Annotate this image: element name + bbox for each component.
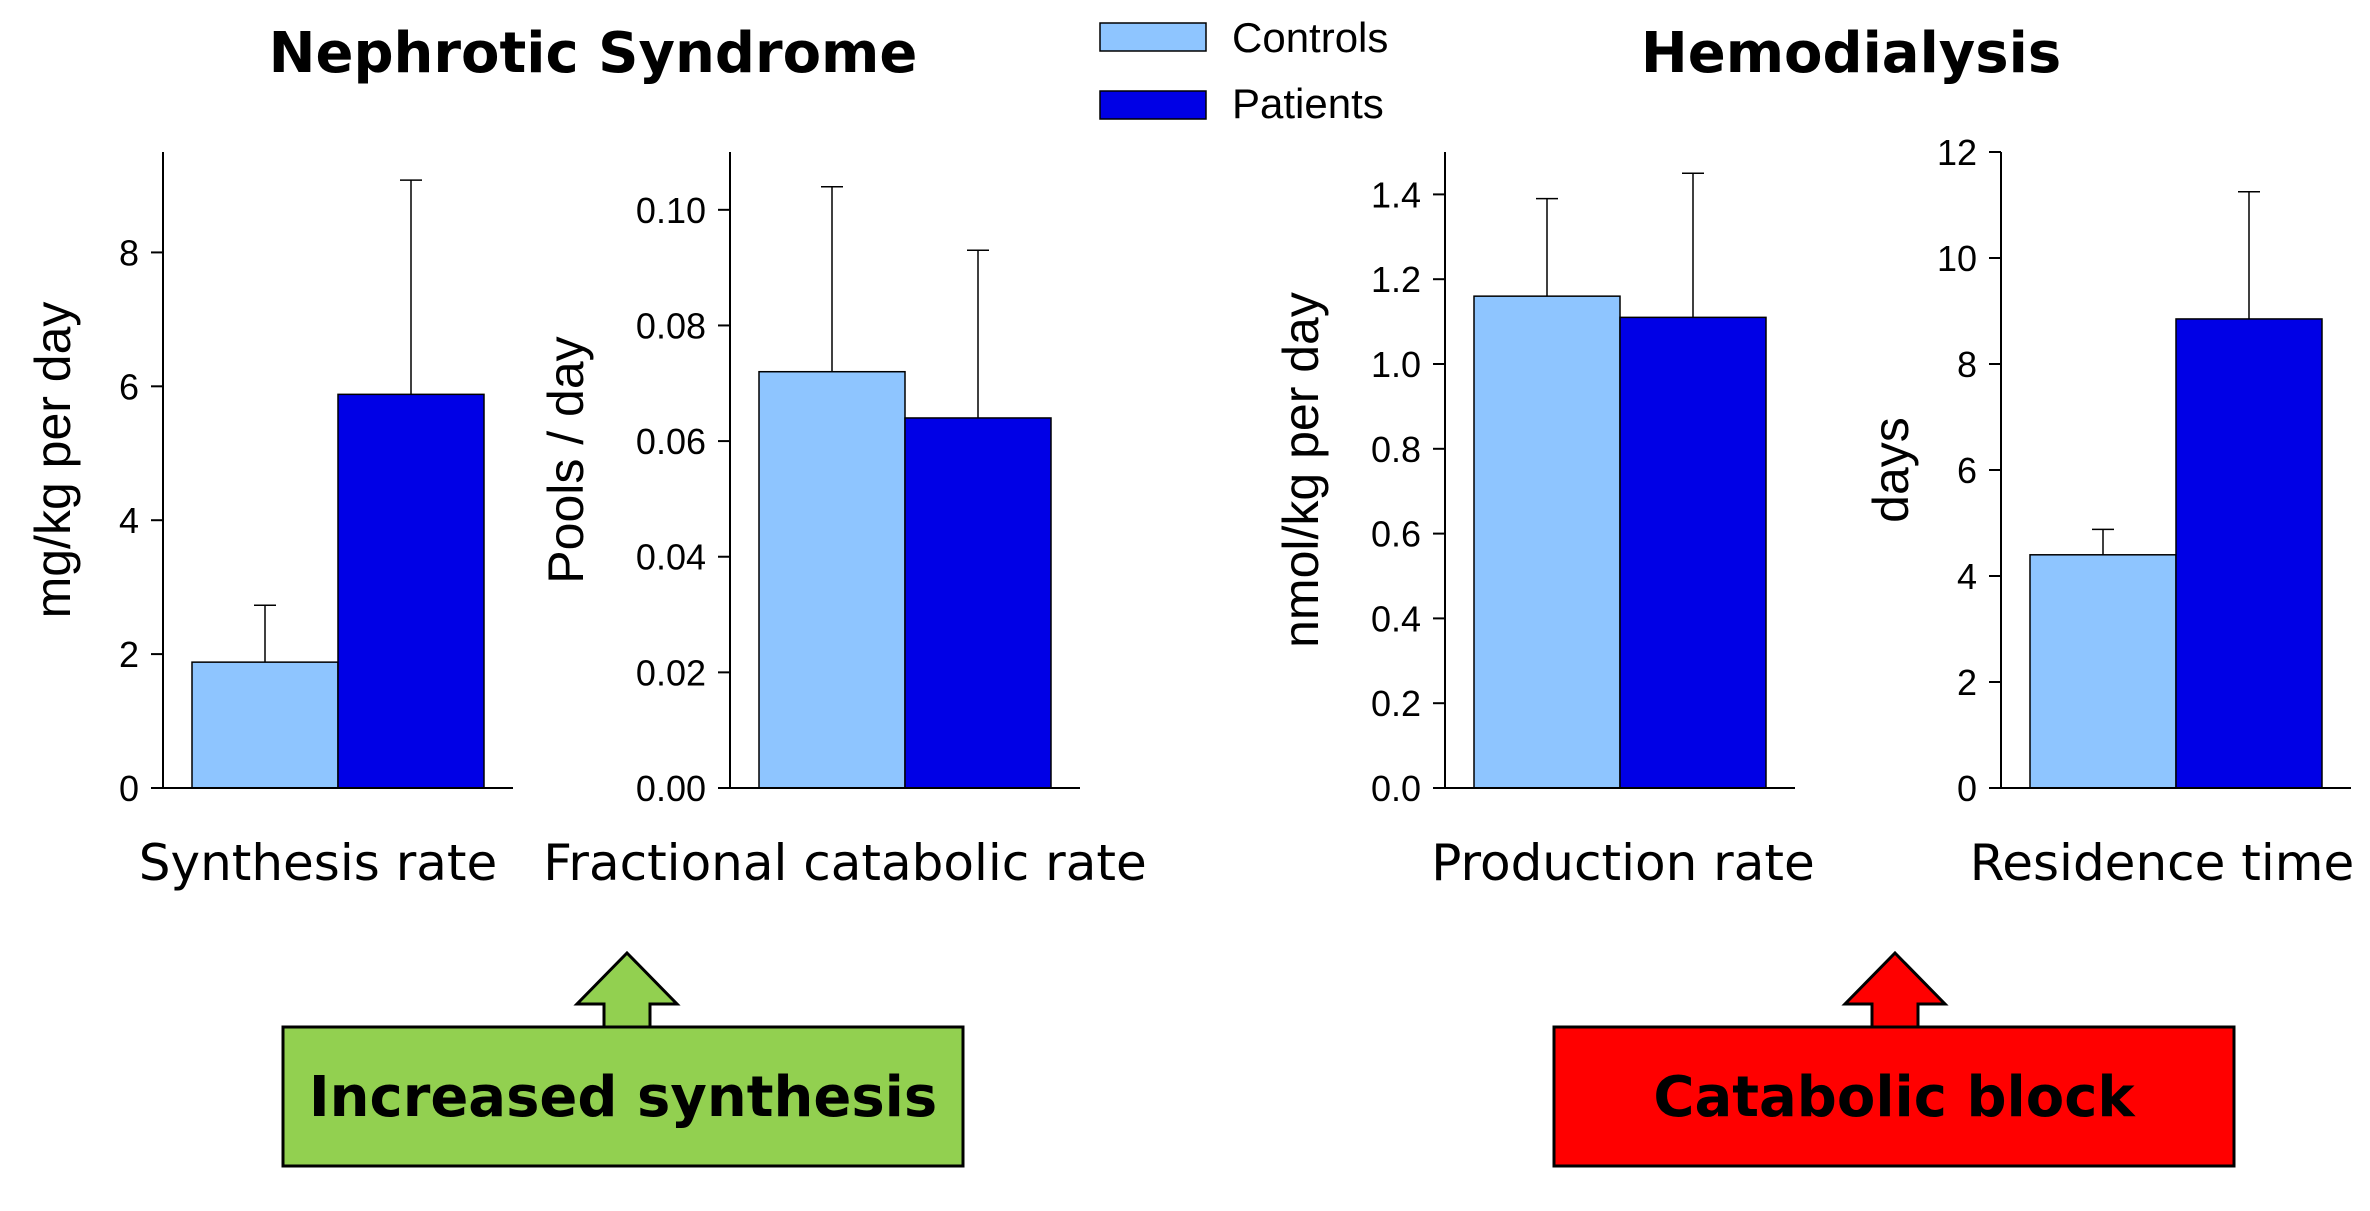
y-axis-label: Pools / day [538,336,594,583]
y-tick-label: 6 [119,366,139,407]
y-tick-label: 4 [1957,556,1977,597]
y-axis-label: mg/kg per day [25,302,81,619]
y-tick-label: 0.4 [1371,598,1421,639]
y-tick-label: 0.04 [636,537,706,578]
y-tick-label: 0 [119,768,139,809]
bar-controls [758,370,906,789]
y-tick-label: 1.0 [1371,344,1421,385]
y-tick-label: 0.00 [636,768,706,809]
x-axis-label: Synthesis rate [139,834,498,892]
bar-patients [904,417,1052,789]
y-tick-label: 6 [1957,450,1977,491]
y-tick-label: 8 [119,232,139,273]
x-axis-label: Residence time [1970,834,2355,892]
increased-synthesis-label: Increased synthesis [309,1065,937,1130]
bar-controls [191,661,339,789]
y-tick-label: 1.2 [1371,259,1421,300]
catabolic-block-box [1552,1025,2236,1168]
y-tick-label: 0.08 [636,305,706,346]
bar-patients [1619,316,1767,789]
y-tick-label: 2 [1957,662,1977,703]
y-tick-label: 4 [119,500,139,541]
bar-patients [2175,318,2323,789]
chart-synthesis-rate: 0 2 4 6 8 mg/kg per day Synthesis rate [25,152,513,892]
legend-label-patients: Patients [1232,80,1384,127]
y-tick-label: 1.4 [1371,174,1421,215]
y-tick-label: 0.6 [1371,514,1421,555]
chart-production-rate: 0.0 0.2 0.4 0.6 0.8 1.0 1.2 1.4 nmol/kg per day P… [1273,152,1815,892]
annotation-catabolic-block: Catabolic block [1552,950,2236,1168]
y-tick-label: 10 [1937,238,1977,279]
bar-controls [1473,295,1621,789]
y-tick-label: 2 [119,634,139,675]
heading-nephrotic-syndrome: Nephrotic Syndrome [269,21,918,86]
x-axis-label: Fractional catabolic rate [543,834,1146,892]
y-axis-label: nmol/kg per day [1273,292,1329,648]
legend-label-controls: Controls [1232,14,1388,61]
up-arrow-icon [1841,950,1949,1029]
catabolic-block-label: Catabolic block [1653,1065,2136,1130]
y-tick-label: 8 [1957,344,1977,385]
y-tick-label: 0 [1957,768,1977,809]
y-tick-label: 0.10 [636,190,706,231]
heading-hemodialysis: Hemodialysis [1641,21,2061,86]
y-tick-label: 0.02 [636,652,706,693]
y-tick-label: 0.8 [1371,429,1421,470]
y-axis-label: days [1863,417,1919,523]
bar-controls [2029,554,2177,789]
legend-swatch-controls [1099,22,1207,52]
up-arrow-icon [573,950,681,1029]
increased-synthesis-box [281,1025,965,1168]
y-tick-label: 0.2 [1371,683,1421,724]
y-tick-label: 0.06 [636,421,706,462]
y-tick-label: 0.0 [1371,768,1421,809]
bar-patients [337,393,485,789]
chart-residence-time: 0 2 4 6 8 10 12 days Residence time [1863,132,2354,892]
x-axis-label: Production rate [1431,834,1814,892]
annotation-increased-synthesis: Increased synthesis [281,950,965,1168]
chart-fractional-catabolic-rate: 0.00 0.02 0.04 0.06 0.08 0.10 Pools / day Fract… [538,152,1147,892]
legend: Controls Patients [1099,14,1388,127]
y-tick-label: 12 [1937,132,1977,173]
legend-swatch-patients [1099,90,1207,120]
